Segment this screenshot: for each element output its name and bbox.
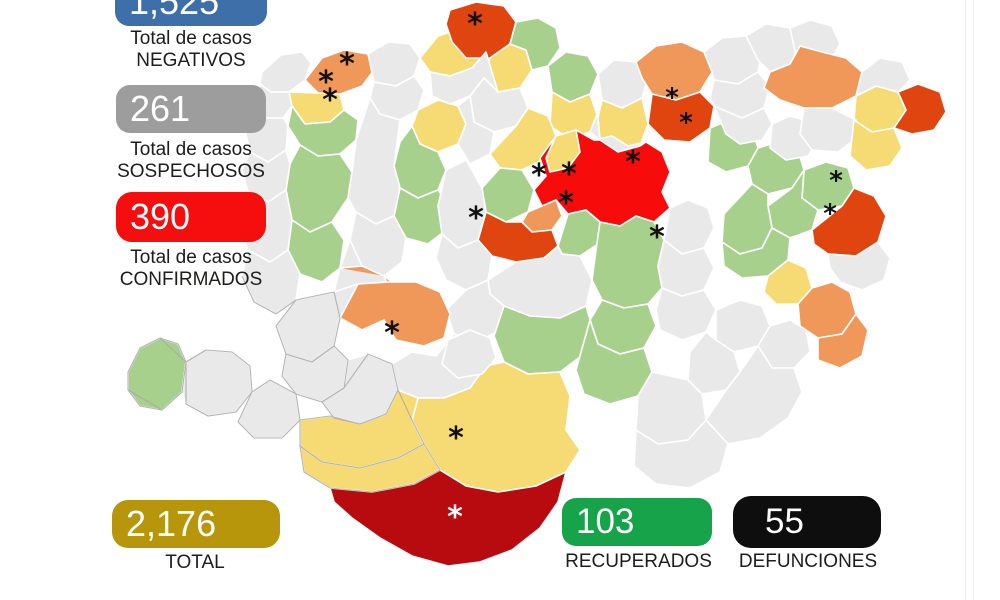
stat-badge-negativos[interactable]: 1,525 (115, 0, 267, 26)
stat-caption-negativos: Total de casos NEGATIVOS (130, 28, 252, 72)
case-marker-asterisk: * (448, 421, 464, 456)
municipality (855, 57, 911, 97)
case-marker-asterisk: * (318, 65, 334, 100)
stat-caption-confirmados: Total de casos CONFIRMADOS (119, 247, 263, 291)
case-marker-asterisk: * (384, 316, 400, 351)
stat-caption-sospechosos: Total de casos SOSPECHOSOS (117, 139, 265, 183)
case-marker-asterisk: * (447, 500, 463, 535)
municipality (827, 241, 891, 291)
stat-badge-sospechosos[interactable]: 261 (116, 85, 266, 133)
municipality (705, 345, 803, 445)
case-marker-asterisk: * (679, 108, 693, 138)
municipality (893, 83, 947, 135)
case-marker-asterisk: * (561, 157, 577, 192)
municipality (347, 97, 401, 225)
case-marker-asterisk: * (531, 158, 547, 193)
municipality (811, 187, 887, 257)
case-marker-asterisk: * (829, 166, 843, 196)
stat-value-sospechosos: 261 (130, 88, 191, 129)
page-edge-line (965, 0, 966, 600)
municipality (441, 329, 497, 379)
case-marker-asterisk: * (625, 145, 641, 180)
stat-value-negativos: 1,525 (129, 0, 220, 22)
case-marker-asterisk: * (467, 7, 483, 42)
stat-badge-recuperados[interactable]: 103 (562, 498, 712, 546)
municipality (721, 227, 791, 279)
municipality (817, 313, 869, 369)
stat-caption-defunciones: DEFUNCIONES (738, 551, 878, 572)
municipality (285, 144, 353, 233)
municipality (589, 93, 601, 141)
stat-value-total: 2,176 (126, 503, 217, 544)
stat-badge-confirmados[interactable]: 390 (116, 192, 266, 242)
case-marker-asterisk: * (322, 83, 338, 118)
municipality (545, 129, 581, 173)
stat-caption-recuperados: RECUPERADOS (565, 551, 712, 572)
municipality (849, 119, 903, 171)
case-marker-asterisk: * (558, 186, 574, 221)
municipality (635, 41, 713, 101)
map-outline-layer (127, 275, 441, 493)
stat-badge-defunciones[interactable]: 55 (733, 496, 881, 548)
case-marker-asterisk: * (649, 220, 665, 255)
page-edge-line (973, 0, 974, 600)
stat-caption-total: TOTAL (165, 552, 225, 573)
case-marker-asterisk: * (823, 199, 837, 229)
stat-value-defunciones: 55 (765, 502, 804, 541)
stat-value-recuperados: 103 (576, 502, 635, 541)
case-marker-asterisk: * (339, 47, 355, 82)
municipality (713, 105, 773, 145)
municipality (127, 337, 187, 411)
case-marker-asterisk: * (665, 83, 679, 113)
municipality (593, 135, 647, 153)
stat-value-confirmados: 390 (130, 196, 191, 237)
case-marker-asterisk: * (468, 201, 484, 236)
municipality (633, 419, 729, 489)
stat-badge-total[interactable]: 2,176 (112, 500, 280, 548)
municipality (333, 281, 451, 347)
municipality (799, 107, 857, 153)
